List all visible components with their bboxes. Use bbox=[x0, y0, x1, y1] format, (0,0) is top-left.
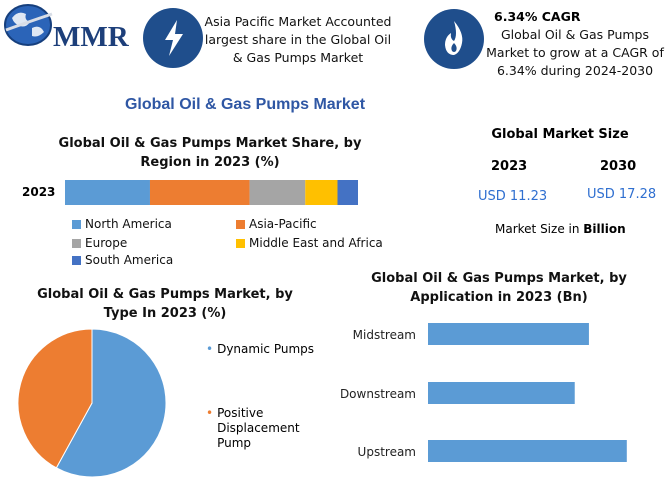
pie-legend-dynamic: • Dynamic Pumps bbox=[206, 342, 314, 356]
legend-mea: Middle East and Africa bbox=[236, 236, 383, 250]
market-size-note-prefix: Market Size in bbox=[495, 222, 584, 236]
type-chart-title: Global Oil & Gas Pumps Market, by Type I… bbox=[37, 287, 293, 321]
region-chart-title: Global Oil & Gas Pumps Market Share, by … bbox=[58, 136, 362, 170]
category-label-midstream: Midstream bbox=[353, 328, 416, 342]
region-stacked-bar-chart bbox=[65, 180, 358, 205]
legend-swatch-south-america bbox=[72, 255, 81, 265]
bar-downstream bbox=[428, 382, 575, 404]
bar-segment-europe bbox=[249, 180, 306, 205]
legend-label-north-america: North America bbox=[85, 217, 172, 231]
market-value-2023: USD 11.23 bbox=[478, 189, 548, 204]
bar-segment-asia-pacific bbox=[149, 180, 250, 205]
category-label-upstream: Upstream bbox=[358, 445, 416, 459]
pie-legend-positive-label: Positive Displacement Pump bbox=[217, 406, 300, 450]
lightning-icon bbox=[143, 8, 203, 68]
legend-swatch-asia-pacific bbox=[236, 219, 245, 229]
type-pie-chart bbox=[17, 328, 167, 478]
legend-label-europe: Europe bbox=[85, 236, 128, 250]
pie-slice-dynamic-pumps bbox=[55, 328, 167, 478]
legend-label-asia-pacific: Asia-Pacific bbox=[249, 217, 317, 231]
page-title: Global Oil & Gas Pumps Market bbox=[124, 96, 366, 113]
logo-text: MMR bbox=[53, 21, 129, 53]
year-2023-label: 2023 bbox=[491, 159, 528, 174]
legend-asia-pacific: Asia-Pacific bbox=[236, 217, 317, 231]
market-size-note: Market Size in Billion bbox=[495, 222, 626, 236]
market-size-title: Global Market Size bbox=[491, 127, 629, 142]
bar-segment-north-america bbox=[65, 180, 150, 205]
pie-slice-positive-displacement-pump bbox=[17, 328, 93, 469]
bar-segment-south-america bbox=[337, 180, 358, 205]
bullet-dot-icon: • bbox=[206, 406, 214, 420]
legend-label-mea: Middle East and Africa bbox=[249, 236, 383, 250]
legend-swatch-europe bbox=[72, 238, 81, 248]
callout-apac-share: Asia Pacific Market Accounted largest sh… bbox=[204, 14, 392, 65]
bullet-dot-icon: • bbox=[206, 342, 214, 356]
legend-swatch-north-america bbox=[72, 219, 81, 229]
application-bar-chart: Midstream Downstream Upstream bbox=[340, 323, 627, 462]
category-label-downstream: Downstream bbox=[340, 387, 416, 401]
legend-europe: Europe bbox=[72, 236, 127, 250]
pie-legend-dynamic-label: Dynamic Pumps bbox=[217, 342, 315, 356]
callout-cagr-body: Global Oil & Gas Pumps Market to grow at… bbox=[486, 27, 664, 78]
flame-icon bbox=[424, 9, 484, 69]
pie-legend-positive: • Positive Displacement Pump bbox=[206, 406, 316, 451]
globe-logo-icon bbox=[4, 4, 53, 46]
bar-upstream bbox=[428, 440, 627, 462]
year-2030-label: 2030 bbox=[600, 159, 637, 174]
application-chart-title: Global Oil & Gas Pumps Market, by Applic… bbox=[371, 271, 627, 305]
region-chart-category-label: 2023 bbox=[22, 185, 56, 199]
market-value-2030: USD 17.28 bbox=[587, 187, 657, 202]
legend-label-south-america: South America bbox=[85, 253, 174, 267]
bar-segment-middle-east-and-africa bbox=[305, 180, 338, 205]
legend-north-america: North America bbox=[72, 217, 172, 231]
cagr-title: 6.34% CAGR bbox=[494, 9, 581, 24]
bar-midstream bbox=[428, 323, 589, 345]
legend-swatch-mea bbox=[236, 238, 245, 248]
legend-south-america: South America bbox=[72, 253, 173, 267]
market-size-note-unit: Billion bbox=[583, 222, 626, 236]
